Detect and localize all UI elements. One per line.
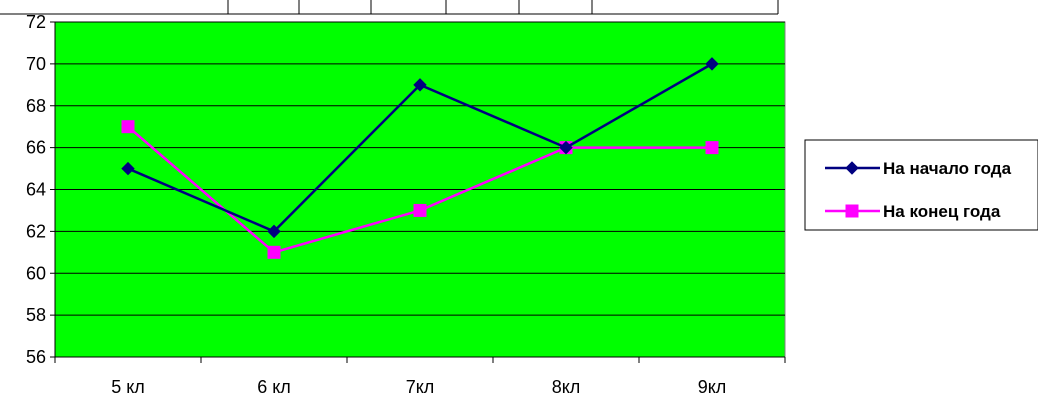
x-tick-label: 9кл [698,377,727,397]
legend-label: На начало года [883,159,1012,178]
legend-marker [845,204,859,218]
legend-item: На начало года [825,159,1012,178]
table-fragment [0,0,779,15]
legend: На начало года На конец года [804,139,1038,231]
legend-label: На конец года [883,202,1001,221]
x-tick-label: 8кл [552,377,581,397]
series [121,57,719,259]
series-1 [121,57,719,239]
y-tick-label: 66 [26,138,46,158]
y-tick-label: 64 [26,180,46,200]
x-tick-label: 6 кл [257,377,291,397]
legend-marker [845,161,859,175]
x-tick-label: 5 кл [111,377,145,397]
data-point [705,57,719,71]
data-point [413,203,427,217]
tick-labels: 56 58 60 62 64 66 68 70 72 5 кл 6 кл 7кл 8кл 9кл [26,12,726,397]
y-tick-label: 70 [26,54,46,74]
y-tick-label: 62 [26,221,46,241]
y-tick-label: 72 [26,12,46,32]
legend-box [804,139,1038,231]
y-tick-label: 58 [26,305,46,325]
data-point [559,140,573,155]
legend-item: На конец года [825,202,1001,221]
y-tick-label: 60 [26,263,46,283]
y-tick-label: 68 [26,96,46,116]
axes [50,21,786,363]
data-point [267,224,281,239]
data-point [413,78,427,92]
data-point [121,161,135,176]
data-point [705,141,719,155]
data-point [121,120,135,134]
y-tick-label: 56 [26,347,46,367]
gridlines [55,21,785,316]
x-tick-label: 7кл [406,377,435,397]
data-point [267,245,281,259]
